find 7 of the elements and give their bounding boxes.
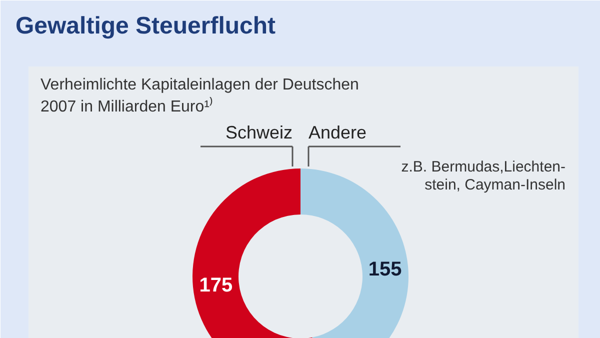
data-label: 155 <box>368 258 402 280</box>
slice-label: Andere <box>308 122 367 142</box>
data-label: 175 <box>199 274 233 297</box>
slice-label: Schweiz <box>225 122 293 142</box>
chart-subtitle: Verheimlichte Kapitaleinlagen der Deutschen 2007 in Milliarden Euro¹⁾ <box>40 76 359 116</box>
text: z.B. Bermudas,Liechten- stein, Cayman-Inseln <box>401 158 566 194</box>
chart-title: Gewaltige Steuerflucht <box>16 12 276 40</box>
